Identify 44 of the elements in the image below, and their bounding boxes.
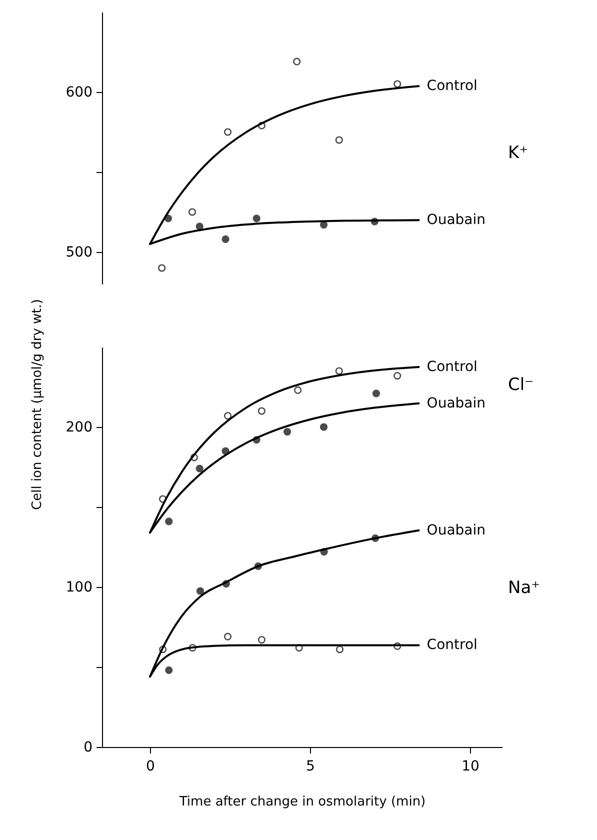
text: Na⁺ xyxy=(508,578,540,598)
point xyxy=(196,222,204,230)
point xyxy=(372,390,380,398)
x-tick-label: 10 xyxy=(462,758,480,774)
point xyxy=(294,386,302,394)
point xyxy=(252,214,260,222)
text: K⁺ xyxy=(508,143,528,164)
point xyxy=(394,372,402,380)
point xyxy=(336,646,344,654)
point xyxy=(188,208,196,216)
y-tick-label: 600 xyxy=(66,84,92,100)
point xyxy=(258,636,266,644)
point xyxy=(283,428,292,436)
point xyxy=(196,587,204,595)
y-tick-label: 0 xyxy=(84,740,92,756)
x-tick-label: 5 xyxy=(306,758,315,774)
point xyxy=(320,423,328,431)
series-label: Ouabain xyxy=(426,212,486,228)
point xyxy=(224,632,232,640)
point xyxy=(224,128,232,136)
point xyxy=(222,235,230,244)
series-label: Control xyxy=(426,78,478,94)
y-tick-label: 200 xyxy=(66,420,92,436)
point xyxy=(335,367,343,375)
series-label: Control xyxy=(426,637,478,654)
x-tick-label: 0 xyxy=(146,758,155,774)
point xyxy=(222,447,230,455)
point xyxy=(165,518,173,526)
series-label: Control xyxy=(426,359,478,375)
text: Cl⁻ xyxy=(508,375,534,396)
x-axis-title: Time after change in osmolarity (min) xyxy=(178,794,426,810)
series-label: Ouabain xyxy=(426,522,486,538)
point xyxy=(335,136,343,144)
point xyxy=(258,407,266,415)
point xyxy=(224,412,232,420)
y-tick-label: 500 xyxy=(66,244,92,260)
y-axis-title: Cell ion content (µmol/g dry wt.) xyxy=(30,299,45,510)
point xyxy=(165,666,173,674)
y-tick-label: 100 xyxy=(66,580,92,596)
point xyxy=(196,464,204,472)
point xyxy=(394,80,402,88)
point xyxy=(293,58,301,66)
point xyxy=(158,264,166,272)
series-label: Ouabain xyxy=(426,395,486,412)
